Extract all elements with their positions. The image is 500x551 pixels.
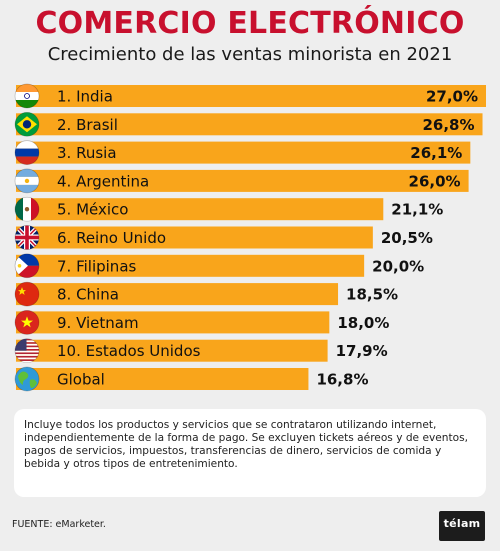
bar (16, 141, 471, 164)
bar-row: 8. China 18,5% (14, 281, 398, 307)
category-label: 5. México (57, 201, 128, 219)
bar-row: 7. Filipinas 20,0% (14, 253, 424, 279)
value-label: 17,9% (336, 342, 388, 360)
argentina-flag-icon (14, 168, 40, 194)
value-label: 18,0% (337, 314, 389, 332)
source-text: FUENTE: eMarketer. (12, 519, 106, 530)
methodology-note: Incluye todos los productos y servicios … (14, 409, 486, 497)
category-label: 7. Filipinas (57, 257, 137, 275)
bar-row: 2. Brasil 26,8% (14, 111, 483, 137)
bar (16, 368, 309, 390)
vietnam-flag-icon (14, 310, 40, 335)
uk-flag-icon (14, 225, 40, 250)
category-label: 1. India (57, 88, 113, 106)
chart-subtitle: Crecimiento de las ventas minorista en 2… (47, 44, 453, 65)
brazil-flag-icon (14, 111, 40, 137)
bar-row: 5. México 21,1% (14, 196, 443, 222)
value-label: 16,8% (316, 371, 368, 389)
bar-row: 6. Reino Unido 20,5% (14, 225, 433, 250)
bar (16, 311, 330, 334)
russia-flag-icon (14, 140, 40, 165)
bar-row: Global 16,8% (14, 366, 368, 392)
value-label: 20,5% (381, 229, 433, 247)
category-label: 4. Argentina (57, 172, 149, 190)
value-label: 26,0% (409, 172, 461, 190)
bar (16, 226, 373, 249)
value-label: 18,5% (346, 286, 398, 304)
value-label: 26,1% (410, 144, 462, 162)
bar (16, 169, 469, 192)
bar (16, 198, 384, 221)
china-flag-icon (14, 281, 40, 307)
category-label: 8. China (57, 286, 119, 304)
value-label: 27,0% (426, 88, 478, 106)
bar (16, 113, 483, 136)
globe-icon (14, 366, 40, 392)
bar-row: 10. Estados Unidos 17,9% (14, 338, 388, 364)
category-label: 9. Vietnam (57, 314, 139, 332)
bar (16, 85, 486, 107)
bar (16, 339, 328, 362)
value-label: 21,1% (391, 201, 443, 219)
logo-text: télam (443, 517, 481, 530)
telam-logo: télam (439, 511, 485, 541)
bar-row: 9. Vietnam 18,0% (14, 310, 389, 335)
philippines-flag-icon (14, 253, 40, 279)
category-label: 2. Brasil (57, 116, 118, 134)
bar-row: 4. Argentina 26,0% (14, 168, 469, 194)
chart-title: COMERCIO ELECTRÓNICO (35, 6, 465, 41)
category-label: 3. Rusia (57, 144, 117, 162)
bar-row: 1. India 27,0% (14, 83, 486, 109)
category-label: 6. Reino Unido (57, 229, 166, 247)
value-label: 20,0% (372, 257, 424, 275)
bar (16, 283, 339, 306)
india-flag-icon (14, 83, 40, 109)
mexico-flag-icon (14, 196, 40, 222)
category-label: 10. Estados Unidos (57, 342, 201, 360)
usa-flag-icon (14, 338, 40, 364)
bar-chart: 1. India 27,0% 2. Brasil 26,8% 3. Rusia 26,1%… (14, 83, 486, 392)
bar (16, 254, 365, 277)
bar-row: 3. Rusia 26,1% (14, 140, 471, 165)
category-label: Global (57, 371, 105, 389)
value-label: 26,8% (422, 116, 474, 134)
